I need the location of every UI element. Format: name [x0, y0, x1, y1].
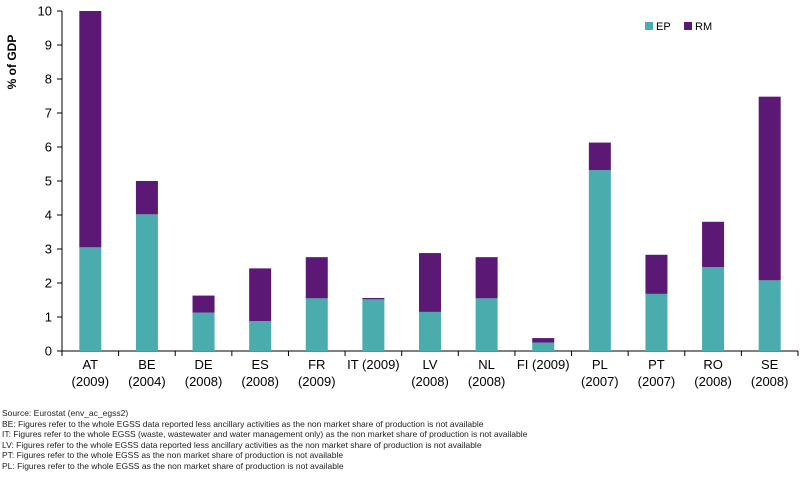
note-lv: LV: Figures refer to the whole EGSS data… [2, 439, 482, 450]
bar-ep [702, 267, 725, 351]
bar-ep [532, 342, 555, 351]
x-tick-label: LV [423, 357, 438, 372]
x-tick-label: (2008) [241, 374, 279, 389]
x-tick-label: (2004) [128, 374, 166, 389]
x-tick-label: (2009) [72, 374, 110, 389]
y-tick-label: 10 [38, 4, 52, 19]
x-tick-label: (2008) [411, 374, 449, 389]
legend-label-rm: RM [695, 21, 712, 33]
legend-swatch-rm [684, 22, 692, 30]
bar-ep [249, 321, 272, 351]
x-tick-label: AT [82, 357, 98, 372]
y-tick-label: 8 [45, 72, 52, 87]
x-tick-label: (2008) [751, 374, 789, 389]
x-tick-label: (2008) [185, 374, 223, 389]
x-tick-label: NL [478, 357, 495, 372]
y-tick-label: 1 [45, 310, 52, 325]
bar-rm [532, 338, 555, 343]
note-be: BE: Figures refer to the whole EGSS data… [2, 418, 484, 429]
bar-rm [192, 295, 215, 313]
stacked-bar-chart: 0 1 2 3 4 5 6 7 8 9 10 AT (2009) BE (2004) DE (2008) ES (2… [5, 4, 799, 389]
bar-ep [135, 214, 158, 351]
y-tick-label: 6 [45, 140, 52, 155]
x-tick-label: (2007) [638, 374, 676, 389]
bar-rm [249, 268, 272, 322]
bar-rm [645, 254, 668, 294]
y-tick-label: 5 [45, 174, 52, 189]
bar-rm [79, 11, 102, 248]
x-tick-label: (2007) [581, 374, 619, 389]
bar-rm [362, 297, 385, 300]
source-note: Source: Eurostat (env_ac_egss2) [2, 408, 129, 418]
bar-ep [758, 280, 781, 351]
bar-rm [419, 253, 441, 312]
x-tick-label: PT [648, 357, 665, 372]
x-tick-label: DE [195, 357, 213, 372]
x-tick-label: FI (2009) [517, 357, 570, 372]
bar-ep [475, 298, 498, 351]
x-tick-label: RO [703, 357, 723, 372]
y-tick-label: 9 [45, 38, 52, 53]
note-it: IT: Figures refer to the whole EGSS (was… [2, 429, 528, 440]
y-tick-label: 3 [45, 242, 52, 257]
bar-rm [305, 257, 328, 299]
x-tick-label: IT (2009) [347, 357, 400, 372]
plot-area: 0 1 2 3 4 5 6 7 8 9 10 AT (2009) BE (2004) DE (2008) ES (2… [38, 4, 799, 389]
y-axis-label: % of GDP [5, 35, 19, 90]
x-tick-label: (2008) [468, 374, 506, 389]
x-tick-label: SE [761, 357, 779, 372]
bar-rm [135, 181, 158, 215]
bar-rm [475, 257, 498, 299]
chart-notes: Source: Eurostat (env_ac_egss2) BE: Figu… [2, 408, 792, 472]
bar-ep [305, 298, 328, 351]
bar-ep [192, 312, 215, 351]
x-tick-label: (2009) [298, 374, 336, 389]
bar-rm [702, 221, 725, 268]
x-tick-label: ES [251, 357, 269, 372]
y-tick-label: 7 [45, 106, 52, 121]
y-tick-label: 2 [45, 276, 52, 291]
bar-ep [645, 293, 668, 351]
x-tick-label: (2008) [694, 374, 732, 389]
x-tick-label: BE [138, 357, 156, 372]
y-tick-label: 4 [45, 208, 52, 223]
note-pt: PT: Figures refer to the whole EGSS as t… [2, 450, 344, 461]
x-tick-label: FR [308, 357, 325, 372]
bar-ep [419, 311, 441, 351]
bar-ep [588, 170, 611, 351]
bar-rm [588, 142, 611, 171]
bar-ep [79, 247, 102, 351]
bar-ep [362, 299, 385, 351]
bar-rm [758, 96, 781, 281]
legend: EP RM [645, 21, 712, 33]
y-tick-label: 0 [45, 344, 52, 359]
legend-swatch-ep [645, 22, 653, 30]
note-pl: PL: Figures refer to the whole EGSS as t… [2, 460, 344, 471]
legend-label-ep: EP [656, 21, 671, 33]
x-tick-label: PL [592, 357, 608, 372]
